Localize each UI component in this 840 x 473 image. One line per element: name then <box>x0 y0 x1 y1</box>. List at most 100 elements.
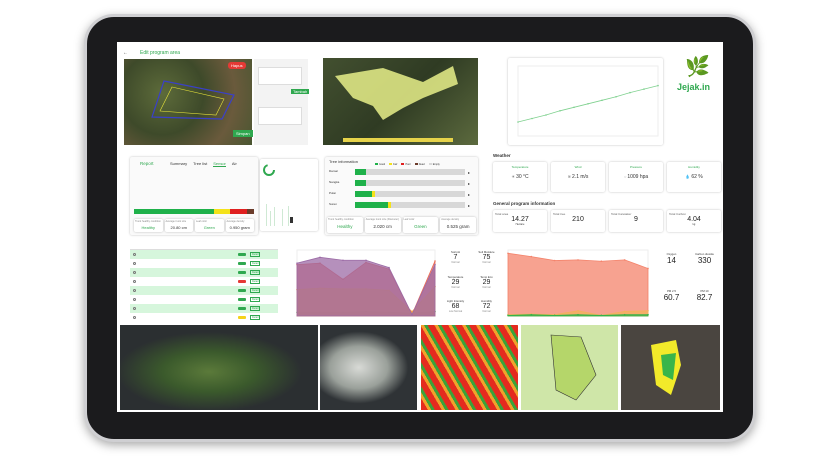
legend-label: Dead <box>418 163 425 166</box>
status-badge <box>238 253 246 256</box>
detail-button[interactable]: Detail <box>250 252 261 257</box>
detail-button[interactable]: Detail <box>250 306 261 311</box>
legend-swatch <box>401 163 405 165</box>
table-row[interactable]: Detail <box>130 295 278 304</box>
detail-button[interactable]: Detail <box>250 315 261 320</box>
stat-label: Leaf color <box>196 220 207 223</box>
weather-value-row: ◌ 1009 hpa <box>609 174 663 180</box>
plot-area <box>517 65 659 137</box>
stat-value: Healthy <box>141 225 156 230</box>
legend-swatch <box>428 163 432 165</box>
save-button[interactable]: Simpan <box>233 130 253 137</box>
sensor-value: 60.7 <box>663 293 680 302</box>
legend-swatch <box>375 163 378 165</box>
data-point <box>573 106 575 109</box>
leaf-footprint-icon: 🌿 <box>685 56 710 78</box>
data-point <box>623 310 626 313</box>
data-point <box>577 313 579 316</box>
row-radio[interactable] <box>133 253 136 256</box>
weather-label: Humidity <box>688 165 700 169</box>
expand-icon[interactable]: ▸ <box>468 203 471 208</box>
weather-card: Wind ≋ 2.1 m/s <box>551 162 605 192</box>
detail-button[interactable]: Detail <box>250 270 261 275</box>
row-radio[interactable] <box>133 280 136 283</box>
data-point <box>577 309 579 312</box>
terrain-model[interactable] <box>320 325 417 410</box>
tab-sensor[interactable]: Sensor <box>213 161 226 167</box>
add-button[interactable]: Tambah <box>291 89 310 94</box>
vegetation-heatmap[interactable] <box>421 325 518 410</box>
bar-fair <box>388 202 392 208</box>
sensor-label: Carbon dioxide <box>695 252 714 256</box>
expand-icon[interactable]: ▸ <box>468 192 471 197</box>
delete-button[interactable]: Hapus <box>228 62 246 69</box>
expand-icon[interactable]: ▸ <box>468 170 471 175</box>
legend-swatch <box>389 163 393 165</box>
coordinate-input[interactable] <box>258 107 302 125</box>
info-unit: kg <box>692 223 696 226</box>
row-radio[interactable] <box>133 271 136 274</box>
screen: ← Edit program area Hapus Simpan Tambah … <box>117 42 723 412</box>
stat-value: 2.020 cm <box>373 224 392 229</box>
status-badge <box>238 316 246 319</box>
data-point <box>531 117 533 120</box>
3d-forest-model[interactable] <box>120 325 318 410</box>
detail-button[interactable]: Detail <box>250 288 261 293</box>
sensor-stat: Humidity 72 Normal <box>472 299 501 322</box>
data-point <box>507 314 509 317</box>
canopy-map[interactable] <box>621 325 720 410</box>
row-radio[interactable] <box>133 307 136 310</box>
data-point <box>411 310 413 313</box>
row-radio[interactable] <box>133 289 136 292</box>
table-row[interactable]: Detail <box>130 286 278 295</box>
table-row[interactable]: Detail <box>130 259 278 268</box>
stat-label: Trunk healthy condition <box>328 218 354 221</box>
info-label: Total area <box>495 212 509 216</box>
row-radio[interactable] <box>133 262 136 265</box>
data-point <box>623 313 626 316</box>
info-label: Total tree <box>553 212 566 216</box>
species-bar <box>355 202 465 208</box>
info-value: 14.27 <box>511 216 529 223</box>
data-point <box>559 110 561 112</box>
data-point <box>296 262 298 264</box>
sensor-value: 29 <box>482 278 491 286</box>
detail-button[interactable]: Detail <box>250 279 261 284</box>
program-map[interactable]: Hapus Simpan <box>124 59 253 145</box>
sensor-sub: Normal <box>451 261 460 264</box>
data-point <box>600 314 603 317</box>
species-name: Pulai <box>329 191 336 195</box>
stat-label: Average trunk size (Diameter) <box>365 218 399 221</box>
expand-icon[interactable]: ▸ <box>468 181 471 186</box>
soil-sensor-chart <box>289 242 439 322</box>
tab-air[interactable]: Air <box>231 161 237 166</box>
table-row[interactable]: Detail <box>130 250 278 259</box>
sensor-label: Humidity <box>481 299 492 304</box>
tree-stat-card: Trunk healthy condition Healthy <box>327 217 363 233</box>
table-row[interactable]: Detail <box>130 277 278 286</box>
area-map[interactable] <box>323 58 478 145</box>
weather-value: 2.1 m/s <box>572 174 589 180</box>
detail-button[interactable]: Detail <box>250 261 261 266</box>
tab-summary[interactable]: Summary <box>170 161 188 166</box>
data-point <box>657 84 659 87</box>
ndvi-map[interactable] <box>521 325 618 410</box>
table-row[interactable]: Detail <box>130 268 278 277</box>
data-point <box>647 267 649 270</box>
row-radio[interactable] <box>133 316 136 319</box>
data-point <box>342 259 344 262</box>
legend-label: Poor <box>405 163 411 166</box>
row-radio[interactable] <box>133 298 136 301</box>
tree-condition-bar <box>134 209 254 214</box>
back-icon[interactable]: ← <box>123 50 128 56</box>
tab-tree-list[interactable]: Tree list <box>193 161 208 166</box>
sensor-stat: PM 2.5 60.7 <box>657 289 686 322</box>
coordinate-input[interactable] <box>258 67 302 85</box>
info-value: 210 <box>572 216 584 223</box>
table-header <box>130 242 278 250</box>
detail-button[interactable]: Detail <box>250 297 261 302</box>
tree-stat-card: Average trunk size (Diameter) 2.020 cm <box>364 217 401 233</box>
data-point <box>365 259 367 262</box>
table-row[interactable]: Detail <box>130 304 278 313</box>
table-row[interactable]: Detail <box>130 313 278 322</box>
